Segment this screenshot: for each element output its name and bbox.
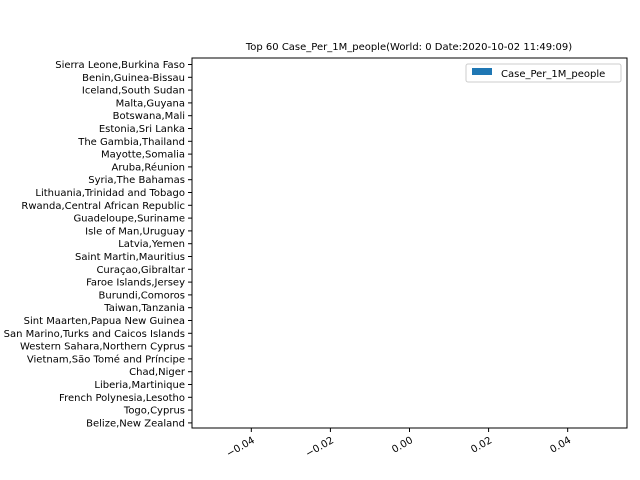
legend-frame xyxy=(465,63,622,83)
y-tick-label: Faroe Islands,Jersey xyxy=(86,278,185,289)
y-tick-label: Sint Maarten,Papua New Guinea xyxy=(24,316,185,327)
y-tick-label: Latvia,Yemen xyxy=(118,239,185,250)
y-tick-label: Curaçao,Gibraltar xyxy=(96,265,185,276)
legend-label: Case_Per_1M_people xyxy=(501,69,605,80)
y-tick-label: Syria,The Bahamas xyxy=(88,175,185,186)
y-tick-label: Sierra Leone,Burkina Faso xyxy=(55,60,185,71)
y-tick-label: Guadeloupe,Suriname xyxy=(73,214,185,225)
y-tick-label: Western Sahara,Northern Cyprus xyxy=(20,342,185,353)
y-tick-label: Mayotte,Somalia xyxy=(101,150,185,161)
y-tick-label: French Polynesia,Lesotho xyxy=(59,393,185,404)
y-tick-label: Rwanda,Central African Republic xyxy=(21,201,185,212)
y-tick-label: Chad,Niger xyxy=(129,367,186,378)
y-tick-label: Iceland,South Sudan xyxy=(82,86,185,97)
y-tick-label: Isle of Man,Uruguay xyxy=(85,226,185,237)
y-tick-label: Botswana,Mali xyxy=(113,111,185,122)
chart-title: Top 60 Case_Per_1M_people(World: 0 Date:… xyxy=(245,42,572,53)
y-tick-label: Burundi,Comoros xyxy=(99,290,185,301)
y-tick-label: Malta,Guyana xyxy=(116,98,185,109)
y-tick-label: Vietnam,São Tomé and Príncipe xyxy=(27,353,185,365)
y-tick-label: San Marino,Turks and Caicos Islands xyxy=(4,329,185,340)
y-tick-label: Saint Martin,Mauritius xyxy=(75,252,185,263)
y-tick-label: Lithuania,Trinidad and Tobago xyxy=(35,188,185,199)
y-tick-label: Belize,New Zealand xyxy=(86,418,185,429)
y-tick-label: Estonia,Sri Lanka xyxy=(99,124,185,135)
y-tick-label: Liberia,Martinique xyxy=(94,380,185,391)
y-tick-label: Taiwan,Tanzania xyxy=(103,303,185,314)
legend: Case_Per_1M_people xyxy=(465,63,622,83)
y-tick-label: Benin,Guinea-Bissau xyxy=(82,73,185,84)
y-tick-label: The Gambia,Thailand xyxy=(77,137,185,148)
legend-swatch xyxy=(472,68,492,75)
y-tick-label: Togo,Cyprus xyxy=(123,406,185,417)
y-axis: Sierra Leone,Burkina Faso Benin,Guinea-Bi… xyxy=(4,60,192,429)
y-tick-label: Aruba,Réunion xyxy=(111,161,185,173)
